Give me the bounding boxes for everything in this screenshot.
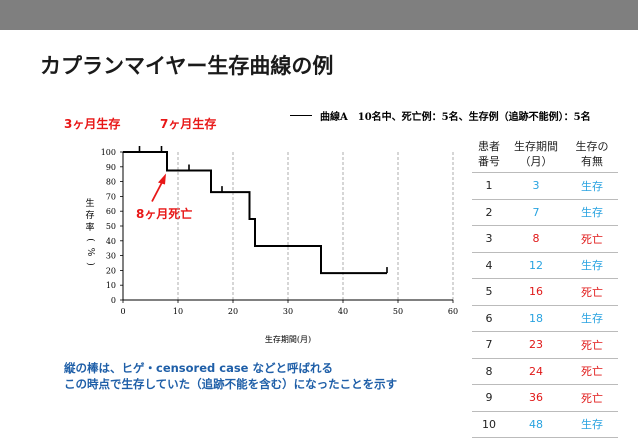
cell-survival-status: 死亡 <box>566 225 618 252</box>
cell-survival-status: 生存 <box>566 172 618 199</box>
table-row: 4 12 生存 <box>472 251 618 279</box>
y-tick-label-50: 50 <box>106 222 116 231</box>
cell-survival-status: 生存 <box>566 251 618 279</box>
annotation-survive-3: 3ヶ月生存 <box>64 117 121 131</box>
header-survival-period-line-2: （月） <box>519 155 553 168</box>
table-row: 3 8 死亡 <box>472 225 618 252</box>
table-row: 2 7 生存 <box>472 198 618 226</box>
slide-title: カプランマイヤー生存曲線の例 <box>40 54 334 78</box>
x-tick-label-30: 30 <box>283 307 293 316</box>
x-tick-label-60: 60 <box>448 307 458 316</box>
x-tick-label-40: 40 <box>338 307 348 316</box>
y-tick-label-90: 90 <box>106 163 116 172</box>
y-axis-label-char: ( <box>85 238 95 242</box>
x-axis-label: 生存期間(月) <box>265 334 311 344</box>
header-survival-status-line-1: 生存の <box>575 140 609 153</box>
legend-text: 曲線A 10名中、死亡例：5名、生存例（追跡不能例）：5名 <box>320 112 591 123</box>
y-axis-label: 生存率 (%) <box>84 198 96 270</box>
cell-survival-months: 48 <box>506 410 566 438</box>
cell-survival-status: 生存 <box>566 410 618 438</box>
death-8-arrow-shaft <box>151 178 165 202</box>
slide-top-bar <box>0 0 638 30</box>
cell-patient-no: 1 <box>472 172 506 199</box>
table-row: 10 48 生存 <box>472 410 618 438</box>
y-axis-label-char: ) <box>85 262 95 266</box>
y-tick-label-30: 30 <box>106 252 116 261</box>
y-axis-label-char: % <box>85 247 95 257</box>
table-header-row: 患者 番号 生存期間 （月） 生存の 有無 <box>472 136 618 173</box>
cell-survival-months: 23 <box>506 331 566 358</box>
cell-survival-status: 生存 <box>566 304 618 332</box>
table-row: 8 24 死亡 <box>472 357 618 385</box>
cell-patient-no: 10 <box>472 410 506 438</box>
cell-survival-months: 3 <box>506 172 566 199</box>
cell-survival-status: 生存 <box>566 198 618 226</box>
y-tick-label-60: 60 <box>106 207 116 216</box>
annotation-death-8: 8ヶ月死亡 <box>136 207 193 221</box>
x-tick-label-20: 20 <box>228 307 238 316</box>
cell-survival-status: 死亡 <box>566 357 618 385</box>
table-row: 6 18 生存 <box>472 304 618 332</box>
y-tick-label-100: 100 <box>101 148 116 157</box>
y-tick-label-0: 0 <box>111 296 116 305</box>
cell-survival-months: 16 <box>506 278 566 305</box>
cell-patient-no: 6 <box>472 304 506 332</box>
censor-note-line-1: 縦の棒は、ヒゲ・censored case などと呼ばれる <box>64 361 333 375</box>
cell-survival-status: 死亡 <box>566 331 618 358</box>
table-row: 7 23 死亡 <box>472 331 618 358</box>
cell-survival-months: 12 <box>506 251 566 279</box>
cell-patient-no: 4 <box>472 251 506 279</box>
y-tick-label-70: 70 <box>106 192 116 201</box>
cell-patient-no: 7 <box>472 331 506 358</box>
cell-survival-months: 8 <box>506 225 566 252</box>
cell-patient-no: 2 <box>472 198 506 226</box>
y-tick-label-40: 40 <box>106 237 116 246</box>
cell-survival-months: 7 <box>506 198 566 226</box>
cell-survival-months: 36 <box>506 384 566 411</box>
cell-patient-no: 3 <box>472 225 506 252</box>
y-tick-label-10: 10 <box>106 281 116 290</box>
y-axis-label-char: 率 <box>85 223 95 233</box>
table-row: 5 16 死亡 <box>472 278 618 305</box>
cell-survival-status: 死亡 <box>566 384 618 411</box>
annotation-survive-7: 7ヶ月生存 <box>160 117 217 131</box>
legend-line-swatch <box>290 115 312 116</box>
x-tick-label-10: 10 <box>173 307 183 316</box>
y-tick-label-80: 80 <box>106 178 116 187</box>
table-row: 9 36 死亡 <box>472 384 618 411</box>
table-row: 1 3 生存 <box>472 172 618 199</box>
header-patient-no-line-1: 患者 <box>478 140 500 153</box>
chart-legend: 曲線A 10名中、死亡例：5名、生存例（追跡不能例）：5名 <box>290 108 591 123</box>
cell-patient-no: 5 <box>472 278 506 305</box>
censor-note: 縦の棒は、ヒゲ・censored case などと呼ばれる この時点で生存してい… <box>64 360 397 392</box>
x-tick-label-0: 0 <box>120 307 125 316</box>
header-survival-status-line-2: 有無 <box>581 155 603 168</box>
header-patient-no: 患者 番号 <box>472 136 506 173</box>
header-survival-period-line-1: 生存期間 <box>514 140 558 153</box>
patient-table: 患者 番号 生存期間 （月） 生存の 有無 1 3 生存 2 7 生存 3 8 死亡 4 12 生存 5… <box>472 136 618 438</box>
cell-survival-months: 18 <box>506 304 566 332</box>
y-axis-label-char: 存 <box>85 211 95 221</box>
cell-patient-no: 9 <box>472 384 506 411</box>
y-tick-label-20: 20 <box>106 266 116 275</box>
header-patient-no-line-2: 番号 <box>478 155 500 168</box>
cell-survival-months: 24 <box>506 357 566 385</box>
header-survival-status: 生存の 有無 <box>566 136 618 173</box>
censor-note-line-2: この時点で生存していた（追跡不能を含む）になったことを示す <box>64 377 398 391</box>
cell-survival-status: 死亡 <box>566 278 618 305</box>
y-axis-label-char: 生 <box>85 199 95 209</box>
cell-patient-no: 8 <box>472 357 506 385</box>
header-survival-period: 生存期間 （月） <box>506 136 566 173</box>
death-8-arrow-head <box>158 173 166 185</box>
x-tick-label-50: 50 <box>393 307 403 316</box>
